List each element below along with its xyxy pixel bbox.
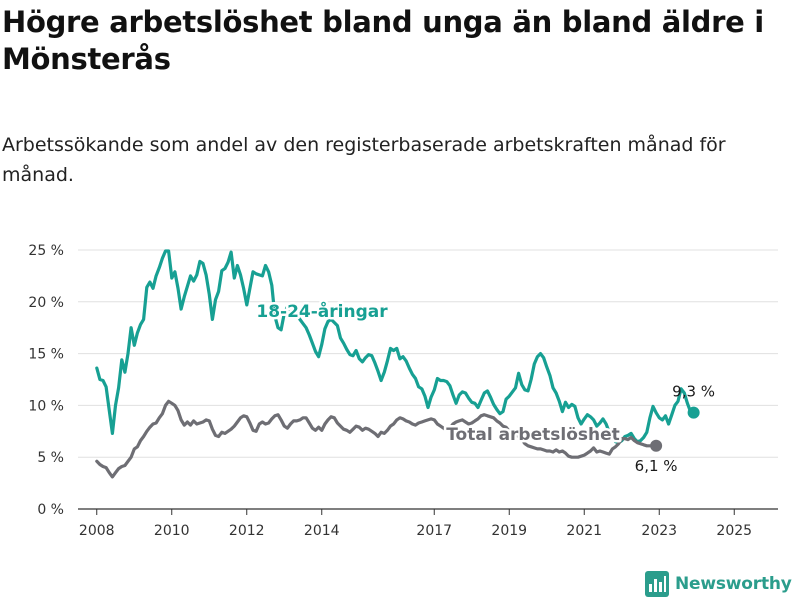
brand-name: Newsworthy xyxy=(675,574,792,594)
gridlines xyxy=(78,249,778,510)
x-tick-label: 2017 xyxy=(416,523,452,539)
total-series-line xyxy=(95,399,658,479)
chart-subtitle: Arbetssökande som andel av den registerb… xyxy=(2,134,726,186)
x-tick-label: 2023 xyxy=(641,523,677,539)
x-axis: 2008 2010 2012 2014 2017 2019 2021 2023 2025 xyxy=(79,509,752,539)
total-series-label: Total arbetslöshet xyxy=(446,425,620,445)
youth-end-label: 9,3 % xyxy=(672,383,715,401)
total-end-dot xyxy=(650,439,663,452)
y-tick-label: 25 % xyxy=(28,243,64,259)
newsworthy-logo-icon xyxy=(645,571,669,597)
youth-series-label: 18-24-åringar xyxy=(256,300,388,322)
y-tick-label: 0 % xyxy=(37,502,64,518)
series-labels: 9,3 % 6,1 % 18-24-åringar Total arbetslöshe… xyxy=(254,298,715,475)
total-end-label: 6,1 % xyxy=(635,457,678,475)
x-tick-label: 2012 xyxy=(229,523,265,539)
x-tick-label: 2025 xyxy=(716,523,752,539)
newsworthy-logo: Newsworthy xyxy=(645,569,792,599)
y-tick-label: 5 % xyxy=(37,450,64,466)
youth-series-line xyxy=(95,249,696,445)
youth-end-dot xyxy=(687,406,700,419)
x-tick-label: 2021 xyxy=(566,523,602,539)
x-tick-label: 2008 xyxy=(79,523,115,539)
series-lines xyxy=(95,249,700,479)
y-tick-label: 10 % xyxy=(28,398,64,414)
x-tick-label: 2019 xyxy=(491,523,527,539)
x-tick-label: 2014 xyxy=(304,523,340,539)
chart-title: Högre arbetslöshet bland unga än bland ä… xyxy=(2,5,764,76)
y-tick-label: 20 % xyxy=(28,295,64,311)
y-axis: 0 % 5 % 10 % 15 % 20 % 25 % xyxy=(28,243,64,518)
y-tick-label: 15 % xyxy=(28,347,64,363)
x-tick-label: 2010 xyxy=(154,523,190,539)
